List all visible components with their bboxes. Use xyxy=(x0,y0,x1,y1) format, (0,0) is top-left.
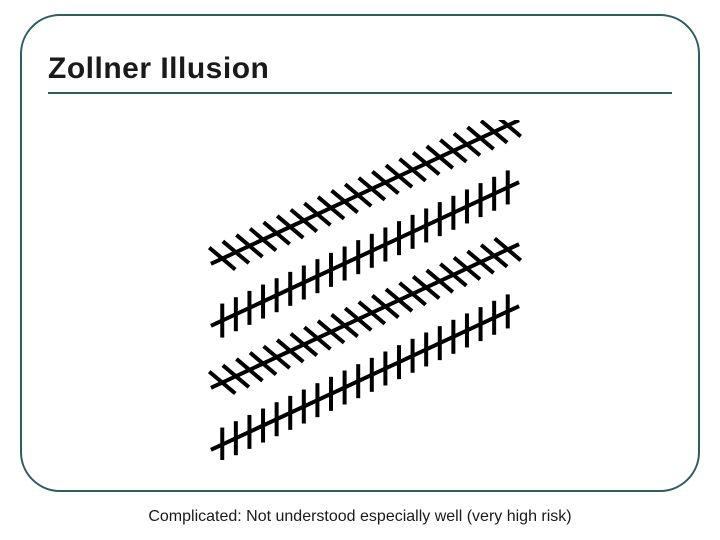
slide-caption: Complicated: Not understood especially w… xyxy=(0,508,720,526)
illusion-svg xyxy=(165,120,565,460)
title-underline xyxy=(48,92,672,94)
zollner-illusion-figure xyxy=(165,120,565,460)
slide-title: Zollner Illusion xyxy=(48,52,269,86)
